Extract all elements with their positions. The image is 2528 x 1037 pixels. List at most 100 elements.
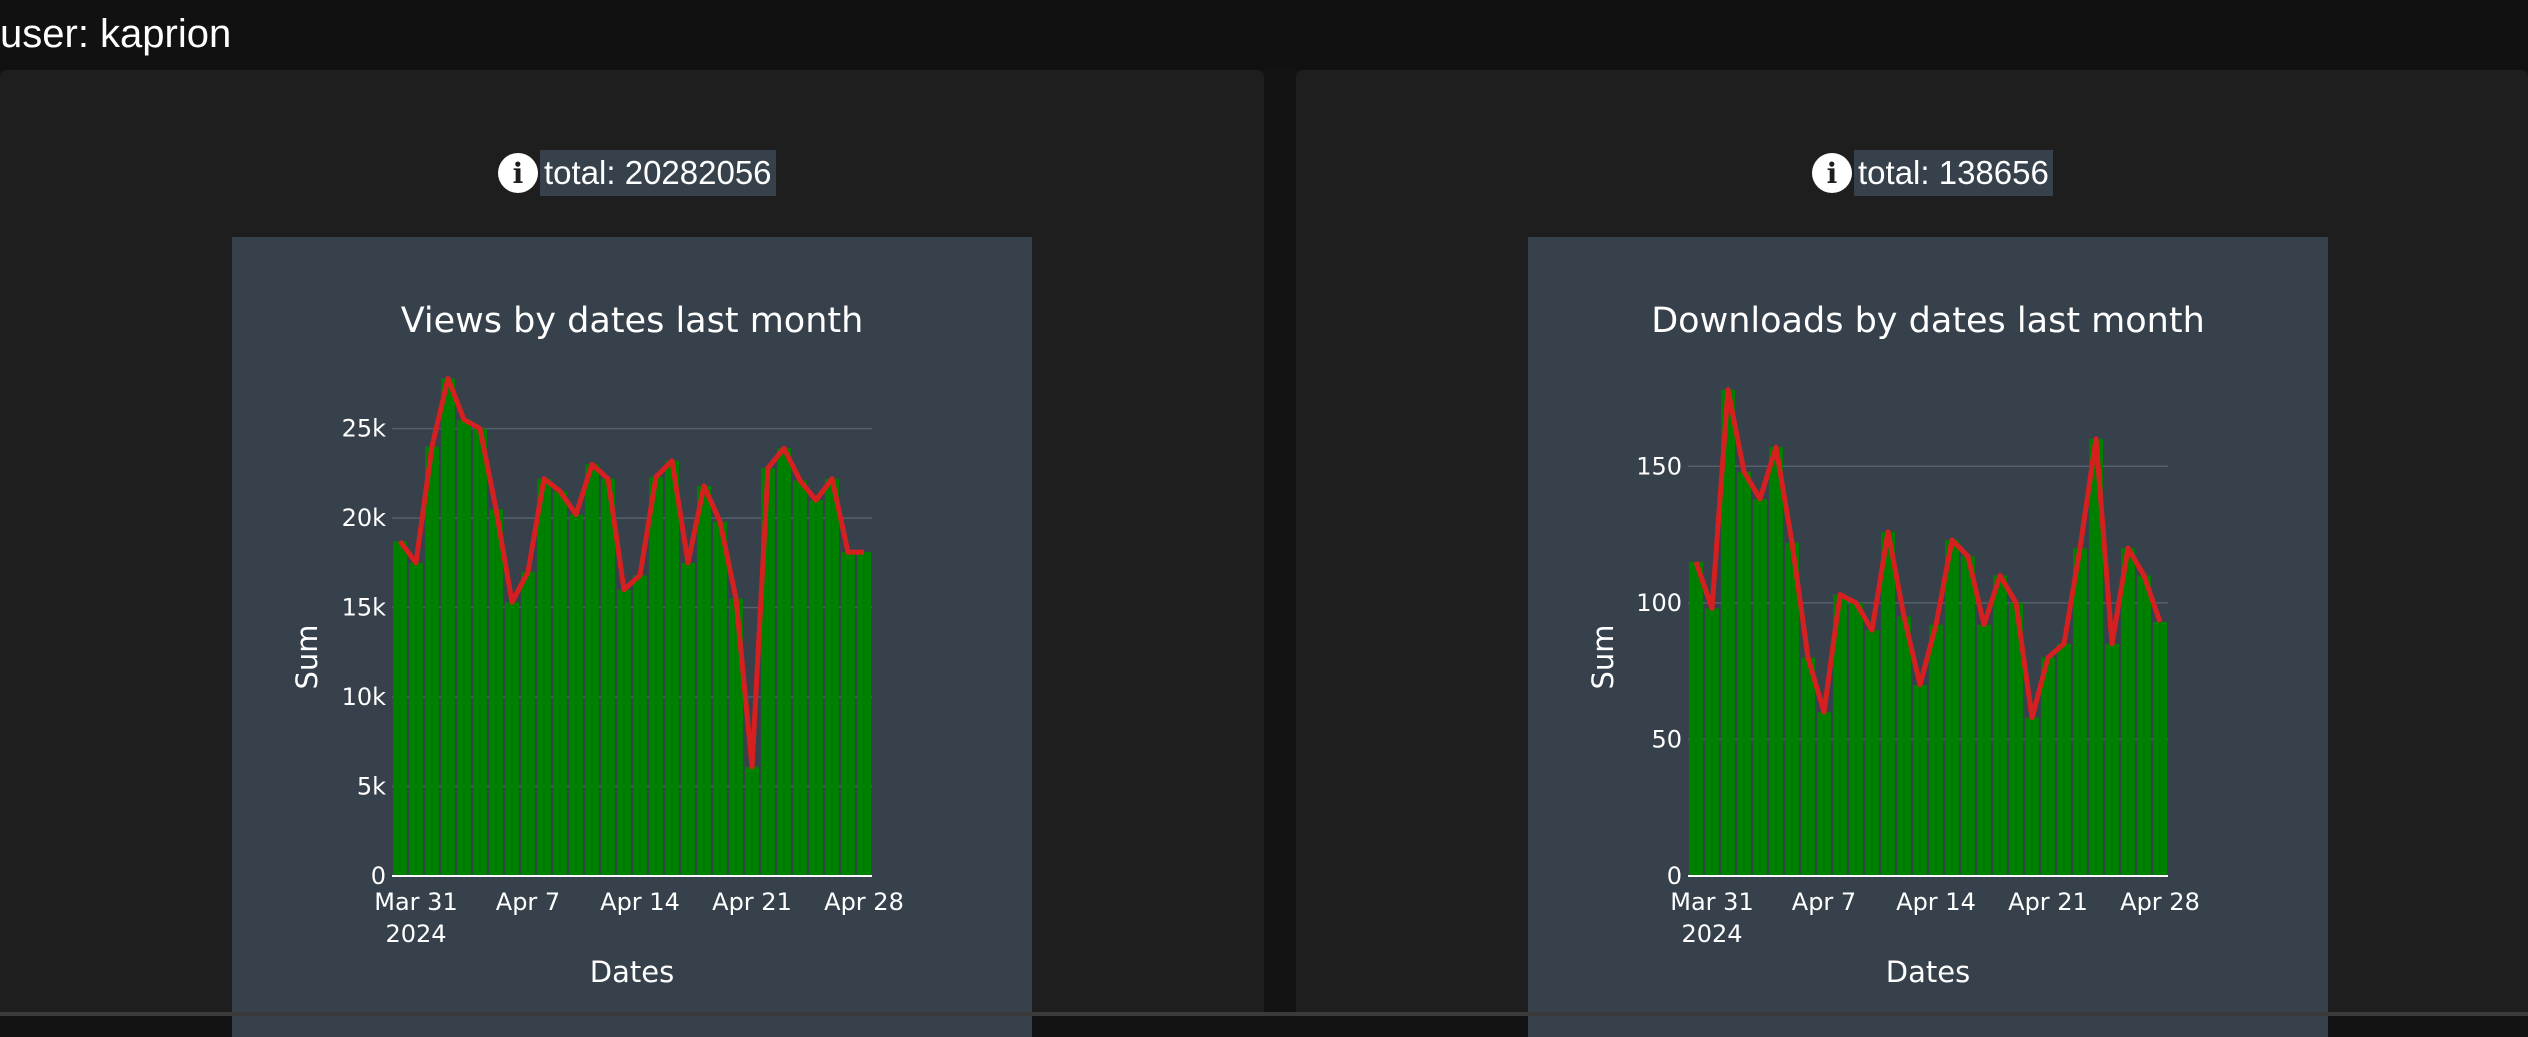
bar <box>665 460 679 876</box>
views-chart-svg: Views by dates last month 0 5k 10k 15k 20k 25k… <box>290 301 904 989</box>
bar <box>793 480 807 876</box>
x-axis-title: Dates <box>1886 955 1970 989</box>
x-tick-label: Apr 21 <box>2008 888 2088 916</box>
bar <box>2105 643 2119 876</box>
x-tick-label: Apr 14 <box>1896 888 1976 916</box>
bar <box>1849 602 1863 876</box>
bar <box>585 464 599 876</box>
bar <box>601 478 615 876</box>
bar <box>2057 643 2071 876</box>
y-axis-title: Sum <box>290 624 324 689</box>
bar <box>2073 548 2087 876</box>
y-tick-label: 5k <box>357 773 386 801</box>
top-bar: user: kaprion <box>0 0 2528 70</box>
chart-title: Downloads by dates last month <box>1651 301 2205 341</box>
bar <box>841 552 855 876</box>
bar <box>1865 630 1879 876</box>
bar <box>777 448 791 876</box>
x-tick-label: Apr 7 <box>1792 888 1856 916</box>
bar <box>409 562 423 876</box>
bar <box>1945 540 1959 876</box>
bar <box>1881 531 1895 876</box>
y-tick-label: 15k <box>342 594 387 622</box>
y-tick-label: 0 <box>1667 862 1682 890</box>
x-tick-label: Apr 21 <box>712 888 792 916</box>
series-line <box>1693 387 2163 721</box>
bar <box>1817 712 1831 876</box>
series-line <box>397 376 864 770</box>
bar <box>1833 594 1847 876</box>
bar <box>2089 438 2103 876</box>
x-axis-title: Dates <box>590 955 674 989</box>
bar <box>1913 684 1927 876</box>
downloads-total-text: total: 138656 <box>1854 150 2053 196</box>
bar <box>1705 608 1719 876</box>
downloads-panel: i total: 138656 Downloads by dates last … <box>1296 70 2528 1037</box>
bar <box>633 575 647 876</box>
views-total-row: i total: 20282056 <box>498 150 776 196</box>
bar <box>1689 561 1703 876</box>
y-tick-label: 0 <box>371 862 386 890</box>
x-tick-label: Apr 7 <box>496 888 560 916</box>
bar <box>425 446 439 876</box>
bar <box>2153 621 2167 876</box>
bar <box>2121 548 2135 876</box>
bar <box>1993 575 2007 876</box>
x-tick-label: Mar 31 <box>374 888 457 916</box>
bar <box>1977 624 1991 876</box>
bar <box>857 552 871 876</box>
bar <box>809 500 823 876</box>
bar <box>473 428 487 876</box>
bar <box>681 562 695 876</box>
bar <box>1961 556 1975 876</box>
bottom-strip <box>0 1012 2528 1016</box>
user-label: user: kaprion <box>0 12 232 56</box>
bar <box>2009 602 2023 876</box>
x-tick-year-label: 2024 <box>385 920 446 948</box>
bar <box>569 514 583 876</box>
y-tick-label: 10k <box>342 683 387 711</box>
x-tick-year-label: 2024 <box>1681 920 1742 948</box>
bar <box>745 766 759 876</box>
bar <box>617 589 631 876</box>
bar <box>697 485 711 876</box>
bar <box>1929 624 1943 876</box>
bar <box>1753 499 1767 876</box>
x-tick-label: Mar 31 <box>1670 888 1753 916</box>
chart-title: Views by dates last month <box>401 301 864 341</box>
x-tick-label: Apr 28 <box>2120 888 2200 916</box>
bar <box>649 476 663 876</box>
bar <box>1897 616 1911 876</box>
bar <box>553 491 567 876</box>
y-tick-label: 100 <box>1636 589 1682 617</box>
views-chart: Views by dates last month 0 5k 10k 15k 20k 25k… <box>232 237 1032 1037</box>
bar <box>2025 717 2039 876</box>
bar <box>393 541 407 876</box>
info-icon[interactable]: i <box>498 153 538 193</box>
bar <box>729 598 743 876</box>
bar <box>457 419 471 876</box>
views-panel: i total: 20282056 Views by dates last mo… <box>0 70 1264 1037</box>
bar <box>1737 471 1751 876</box>
downloads-chart-svg: Downloads by dates last month 0 50 100 150 Ma… <box>1586 301 2205 989</box>
bar <box>1801 657 1815 876</box>
bar <box>521 571 535 876</box>
bar <box>441 378 455 876</box>
bar <box>489 509 503 876</box>
bar <box>537 478 551 876</box>
y-axis-title: Sum <box>1586 624 1620 689</box>
bar <box>2041 657 2055 876</box>
bar <box>1769 447 1783 876</box>
bar <box>713 521 727 876</box>
x-tick-label: Apr 28 <box>824 888 904 916</box>
y-tick-label: 25k <box>342 415 387 443</box>
downloads-chart: Downloads by dates last month 0 50 100 150 Ma… <box>1528 237 2328 1037</box>
info-icon[interactable]: i <box>1812 153 1852 193</box>
x-tick-label: Apr 14 <box>600 888 680 916</box>
downloads-total-row: i total: 138656 <box>1812 150 2053 196</box>
views-total-text: total: 20282056 <box>540 150 776 196</box>
bar <box>505 602 519 876</box>
y-tick-label: 50 <box>1651 725 1682 753</box>
bar <box>825 478 839 876</box>
bar <box>1721 389 1735 876</box>
